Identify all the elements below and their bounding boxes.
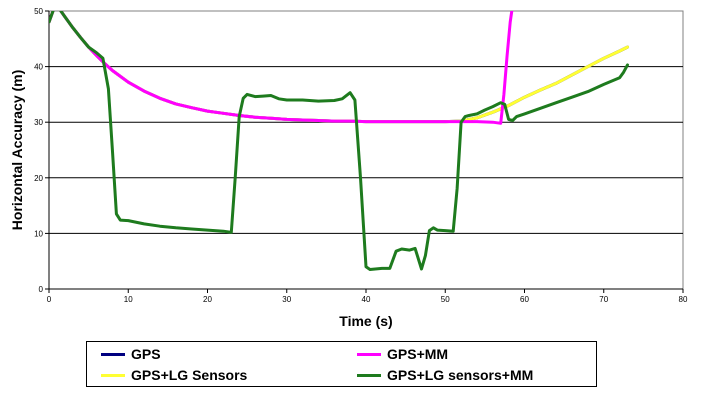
legend-label-gps-lg-sensors: GPS+LG Sensors <box>131 367 248 383</box>
x-tick-label: 30 <box>282 295 291 304</box>
y-tick-label: 30 <box>34 118 43 127</box>
legend-label-gps-lg-sensors-mm: GPS+LG sensors+MM <box>387 367 534 383</box>
x-tick-label: 60 <box>520 295 529 304</box>
legend-item-gps-mm: GPS+MM <box>357 344 448 364</box>
x-tick-label: 80 <box>679 295 688 304</box>
y-tick-label: 40 <box>34 63 43 72</box>
series-line-gps-lg-sensors-mm <box>49 11 629 271</box>
x-tick-label: 40 <box>362 295 371 304</box>
legend-swatch-gps-lg-sensors-mm <box>357 373 381 377</box>
legend-item-gps-lg-sensors: GPS+LG Sensors <box>101 365 247 385</box>
legend-item-gps: GPS <box>101 344 161 364</box>
x-tick-label: 70 <box>599 295 608 304</box>
legend-label-gps-mm: GPS+MM <box>387 346 449 362</box>
y-tick-label: 20 <box>34 174 43 183</box>
y-tick-label: 10 <box>34 229 43 238</box>
legend: GPS GPS+MM GPS+LG Sensors GPS+LG sensors… <box>86 341 597 387</box>
legend-item-gps-lg-sensors-mm: GPS+LG sensors+MM <box>357 365 533 385</box>
x-tick-label: 20 <box>203 295 212 304</box>
legend-swatch-gps-lg-sensors <box>101 373 125 377</box>
legend-swatch-gps-mm <box>357 352 381 356</box>
legend-label-gps: GPS <box>131 346 161 362</box>
y-tick-label: 50 <box>34 7 43 16</box>
legend-swatch-gps <box>101 352 125 356</box>
x-tick-label: 50 <box>441 295 450 304</box>
x-tick-label: 10 <box>124 295 133 304</box>
y-tick-label: 0 <box>39 285 44 294</box>
x-tick-label: 0 <box>47 295 52 304</box>
x-axis-label: Time (s) <box>339 313 392 329</box>
y-axis-label: Horizontal Accuracy (m) <box>9 70 25 231</box>
